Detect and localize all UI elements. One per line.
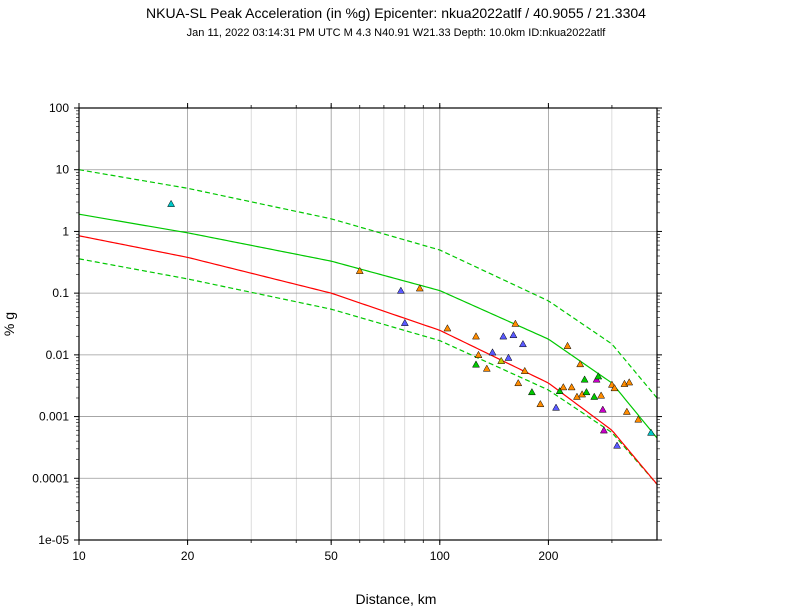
station-point <box>597 391 606 399</box>
station-point <box>488 348 497 356</box>
station-point <box>527 387 536 396</box>
station-point <box>472 360 480 368</box>
station-point <box>482 364 491 372</box>
x-axis-label: Distance, km <box>356 591 437 607</box>
station-point <box>610 384 619 392</box>
x-tick-label: 50 <box>324 549 338 563</box>
station-point <box>647 428 655 436</box>
station-point <box>594 372 603 380</box>
grid <box>79 108 657 540</box>
station-point <box>167 199 176 207</box>
x-tick-label: 100 <box>430 549 450 563</box>
plot-frame <box>78 107 658 541</box>
y-tick-label: 1e-05 <box>38 533 69 547</box>
station-point <box>598 405 607 413</box>
station-point <box>355 266 364 274</box>
plot-area <box>79 108 657 540</box>
station-point <box>415 284 424 292</box>
station-point <box>504 353 513 361</box>
station-point <box>552 403 560 411</box>
axes: 10 20 50 100 200 100 10 1 0.1 0.01 0.001 0.0001 1e-0… <box>32 101 662 563</box>
station-point <box>634 415 643 423</box>
x-tick-label: 20 <box>181 549 195 563</box>
station-point <box>567 383 576 391</box>
data-points <box>167 199 655 449</box>
chart-title: NKUA-SL Peak Acceleration (in %g) Epicen… <box>146 5 646 21</box>
station-point <box>576 360 585 368</box>
y-tick-label: 0.1 <box>52 286 69 300</box>
x-tick-label: 10 <box>72 549 86 563</box>
station-point <box>536 399 545 408</box>
chart-subtitle: Jan 11, 2022 03:14:31 PM UTC M 4.3 N40.9… <box>187 27 607 39</box>
y-tick-label: 0.0001 <box>32 471 69 485</box>
station-point <box>509 330 518 339</box>
station-point <box>497 356 506 364</box>
y-tick-label: 10 <box>56 163 70 177</box>
station-point <box>613 441 621 449</box>
station-point <box>499 332 508 340</box>
station-point <box>520 366 529 374</box>
station-point <box>559 383 568 391</box>
dashed-bound-curve <box>78 169 658 399</box>
station-point <box>625 378 634 386</box>
station-point <box>519 339 527 348</box>
station-point <box>474 350 483 358</box>
y-tick-label: 1 <box>62 224 69 238</box>
y-tick-label: 0.01 <box>46 348 70 362</box>
station-point <box>472 332 480 340</box>
station-point <box>582 387 591 396</box>
station-point <box>400 318 409 326</box>
station-point <box>563 341 572 349</box>
y-axis-label: % g <box>1 312 17 336</box>
station-point <box>590 392 599 400</box>
station-point <box>511 319 520 327</box>
y-tick-label: 0.001 <box>39 410 69 424</box>
dashed-bound-curve <box>78 258 658 485</box>
green-model-curve <box>78 213 658 439</box>
station-point <box>443 324 452 332</box>
station-point <box>622 407 631 415</box>
x-tick-label: 200 <box>538 549 558 563</box>
y-tick-label: 100 <box>49 101 69 115</box>
station-point <box>514 378 523 387</box>
station-point <box>580 375 589 383</box>
station-point <box>555 386 564 395</box>
station-point <box>599 426 608 434</box>
station-point <box>396 286 405 294</box>
